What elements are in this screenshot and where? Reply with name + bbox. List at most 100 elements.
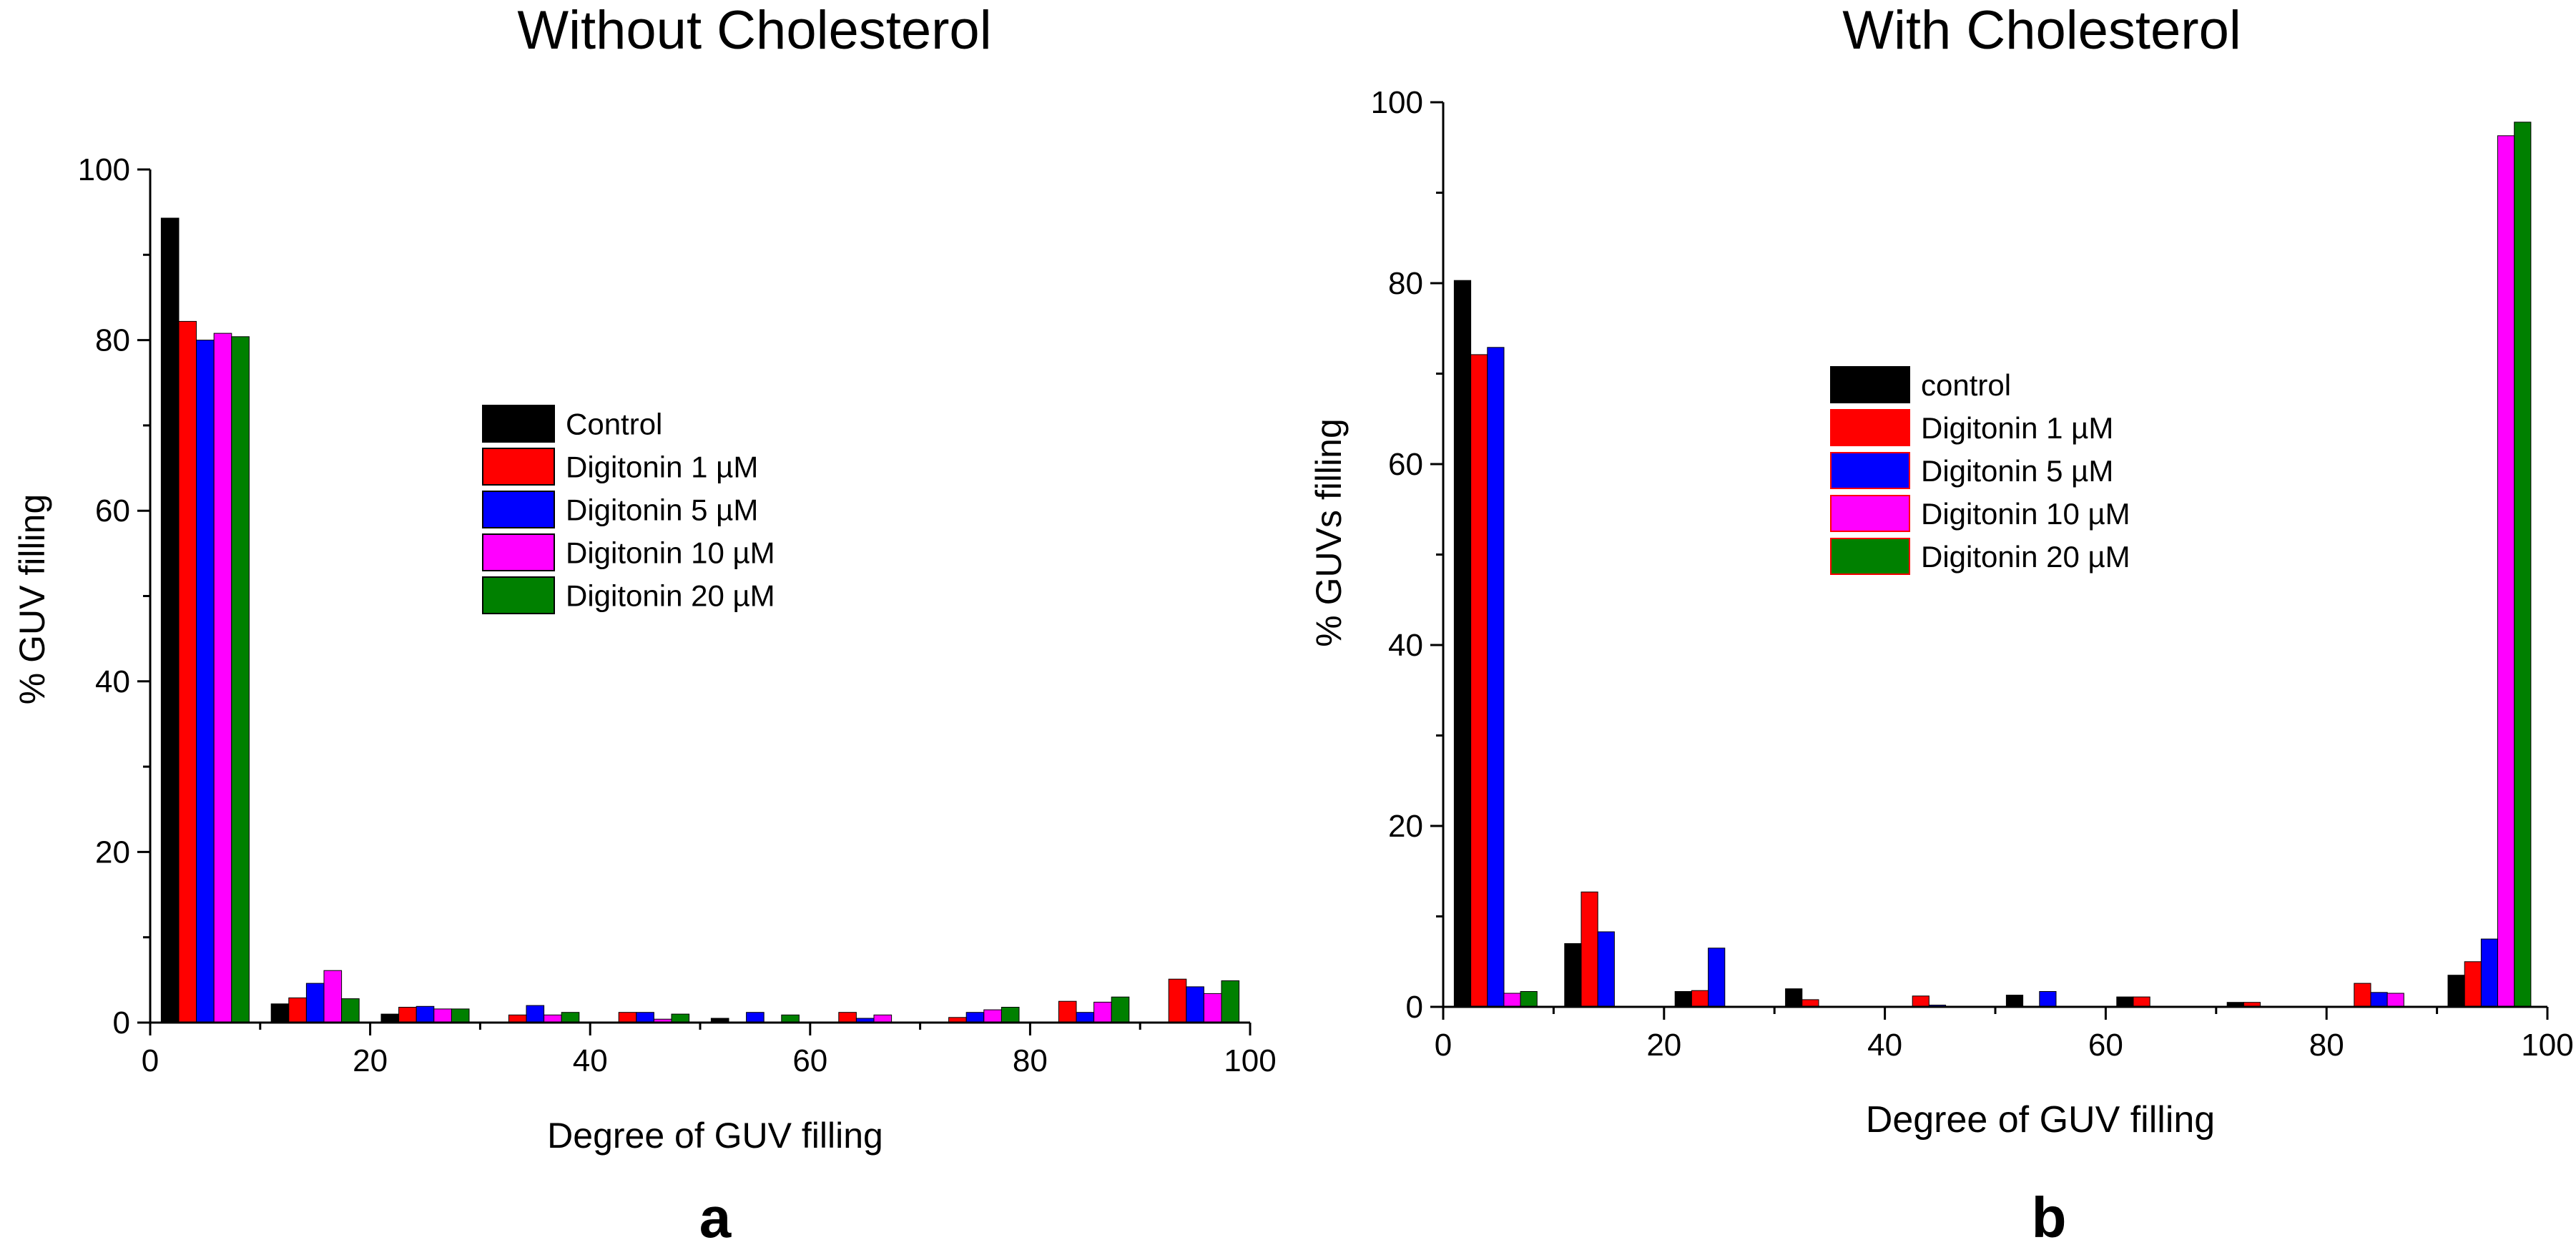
panel-a-bar-digitonin-10-m-60-70: [873, 1014, 893, 1023]
panel-a-x-tick-label-60: 60: [792, 1043, 827, 1078]
panel-a-legend-label-1: Digitonin 1 µM: [566, 451, 758, 484]
panel-b-bar-control-10-20: [1564, 943, 1582, 1008]
panel-b-bar-digitonin-20-m-0-10: [1520, 991, 1538, 1008]
panel-b-bar-digitonin-5-m-80-90: [2370, 992, 2388, 1008]
panel-b-bar-digitonin-5-m-0-10: [1487, 347, 1505, 1008]
panel-b-bar-control-20-30: [1674, 991, 1692, 1008]
panel-b-legend-label-1: Digitonin 1 µM: [1921, 411, 2113, 445]
panel-a-bar-digitonin-20-m-10-20: [341, 998, 360, 1023]
panel-b-legend-swatch-3: [1830, 495, 1910, 532]
panel-a-x-axis-label: Degree of GUV filling: [547, 1116, 883, 1156]
panel-b-legend-label-2: Digitonin 5 µM: [1921, 454, 2113, 488]
panel-a-bar-digitonin-5-m-30-40: [526, 1005, 545, 1023]
panel-b-x-axis-label: Degree of GUV filling: [1866, 1099, 2215, 1141]
panel-a-bars: [160, 217, 1240, 1023]
panel-b-bars: [1453, 122, 2532, 1008]
panel-a-title: Without Cholesterol: [517, 0, 991, 61]
panel-a-legend-swatch-4: [482, 576, 555, 614]
panel-b-bar-digitonin-20-m-90-100: [2514, 122, 2532, 1008]
panel-a-legend-swatch-2: [482, 491, 555, 528]
panel-a-legend-label-2: Digitonin 5 µM: [566, 493, 758, 527]
panel-a-bar-digitonin-1-m-60-70: [838, 1012, 857, 1023]
panel-a-bar-digitonin-5-m-10-20: [305, 983, 325, 1023]
panel-a-y-axis-label: % GUV filling: [12, 494, 52, 705]
panel-b-x-tick-label-20: 20: [1646, 1028, 1681, 1063]
panel-b-bar-digitonin-1-m-90-100: [2464, 961, 2482, 1008]
panel-b-bar-digitonin-10-m-80-90: [2386, 993, 2404, 1008]
panel-a-bar-digitonin-1-m-40-50: [618, 1012, 637, 1023]
panel-a-bar-digitonin-1-m-30-40: [508, 1014, 527, 1023]
panel-a-bar-digitonin-20-m-0-10: [231, 336, 250, 1023]
panel-b-bar-digitonin-1-m-10-20: [1580, 891, 1598, 1008]
panel-a-bar-digitonin-5-m-40-50: [636, 1012, 654, 1023]
panel-b-legend-swatch-2: [1830, 452, 1910, 489]
panel-b-x-tick-label-0: 0: [1435, 1028, 1452, 1063]
panel-b-bar-digitonin-1-m-40-50: [1912, 995, 1929, 1008]
panel-a-bar-digitonin-5-m-0-10: [196, 340, 215, 1023]
panel-b-y-tick-label-60: 60: [1388, 447, 1423, 482]
panel-a-bar-digitonin-20-m-50-60: [781, 1014, 800, 1023]
panel-b-axes: 0 20 40 60 80 100 0 20 40 60 80 100: [1371, 85, 2574, 1063]
panel-a-bar-digitonin-10-m-20-30: [433, 1008, 452, 1023]
panel-a-x-tick-label-20: 20: [353, 1043, 388, 1078]
panel-b-bar-control-60-70: [2116, 996, 2134, 1008]
panel-a-y-tick-label-60: 60: [95, 493, 130, 528]
panel-a-bar-digitonin-1-m-90-100: [1168, 978, 1187, 1023]
panel-b-legend-label-4: Digitonin 20 µM: [1921, 540, 2130, 574]
panel-a-x-tick-label-40: 40: [573, 1043, 608, 1078]
panel-b-legend-swatch-1: [1830, 409, 1910, 446]
panel-a-x-tick-label-100: 100: [1224, 1043, 1276, 1078]
panel-a-x-tick-label-0: 0: [142, 1043, 159, 1078]
panel-b-x-tick-label-60: 60: [2088, 1028, 2123, 1063]
panel-a-legend-swatch-0: [482, 405, 555, 443]
panel-a-y-tick-label-100: 100: [78, 152, 130, 187]
panel-b-y-axis-label: % GUVs filling: [1309, 418, 1349, 647]
panel-a: Without Cholesterol 0 20 40 60 80 100 0 20 40 60 8…: [12, 0, 1277, 1249]
panel-a-y-tick-label-80: 80: [95, 323, 130, 358]
panel-a-bar-digitonin-5-m-20-30: [416, 1005, 435, 1023]
panel-b-x-tick-label-100: 100: [2521, 1028, 2573, 1063]
panel-b-legend: control Digitonin 1 µM Digitonin 5 µM Digit…: [1830, 366, 2130, 575]
panel-a-bar-digitonin-1-m-20-30: [398, 1007, 417, 1023]
panel-b-label: b: [2032, 1186, 2067, 1249]
panel-b-bar-digitonin-5-m-10-20: [1597, 931, 1615, 1008]
panel-b-legend-swatch-0: [1830, 366, 1910, 403]
panel-b-bar-digitonin-1-m-60-70: [2133, 996, 2150, 1008]
panel-b-bar-digitonin-5-m-50-60: [2039, 991, 2057, 1008]
panel-a-x-tick-label-80: 80: [1013, 1043, 1048, 1078]
panel-a-label: a: [699, 1186, 732, 1249]
panel-a-bar-digitonin-10-m-30-40: [544, 1014, 562, 1023]
panel-a-bar-digitonin-5-m-70-80: [965, 1012, 985, 1023]
panel-b-y-tick-label-0: 0: [1406, 990, 1423, 1025]
panel-b-x-tick-label-40: 40: [1867, 1028, 1902, 1063]
panel-b-legend-swatch-4: [1830, 538, 1910, 575]
panel-a-bar-digitonin-20-m-20-30: [451, 1008, 470, 1023]
panel-b-y-tick-label-40: 40: [1388, 628, 1423, 663]
panel-b-legend-label-3: Digitonin 10 µM: [1921, 497, 2130, 531]
panel-a-bar-digitonin-10-m-70-80: [983, 1009, 1002, 1023]
panel-a-bar-digitonin-10-m-90-100: [1203, 993, 1222, 1023]
panel-a-bar-digitonin-10-m-10-20: [323, 970, 343, 1023]
panel-a-bar-digitonin-5-m-80-90: [1076, 1012, 1095, 1023]
panel-b-bar-digitonin-5-m-90-100: [2480, 938, 2499, 1008]
panel-a-bar-digitonin-20-m-90-100: [1221, 980, 1240, 1023]
panel-a-bar-digitonin-5-m-90-100: [1186, 986, 1204, 1023]
panel-b-bar-digitonin-5-m-20-30: [1708, 948, 1726, 1008]
panel-b-x-tick-label-80: 80: [2309, 1028, 2344, 1063]
panel-a-bar-digitonin-1-m-0-10: [178, 320, 197, 1023]
panel-b-bar-control-90-100: [2447, 975, 2465, 1008]
panel-b-bar-digitonin-1-m-0-10: [1470, 354, 1488, 1008]
panel-a-bar-digitonin-20-m-70-80: [1001, 1007, 1020, 1023]
panel-b-title: With Cholesterol: [1842, 0, 2241, 61]
panel-b-bar-digitonin-1-m-20-30: [1691, 990, 1709, 1008]
panel-b-bar-control-0-10: [1453, 280, 1472, 1008]
panel-b-legend-label-0: control: [1921, 368, 2011, 402]
panel-b-y-tick-label-80: 80: [1388, 266, 1423, 301]
panel-a-bar-digitonin-1-m-80-90: [1058, 1000, 1077, 1023]
panel-b-bar-control-50-60: [2005, 995, 2024, 1008]
panel-a-legend-label-4: Digitonin 20 µM: [566, 579, 775, 613]
panel-a-bar-digitonin-10-m-80-90: [1093, 1001, 1112, 1023]
panel-a-bar-control-10-20: [270, 1003, 290, 1023]
panel-a-bar-digitonin-20-m-40-50: [671, 1013, 690, 1023]
